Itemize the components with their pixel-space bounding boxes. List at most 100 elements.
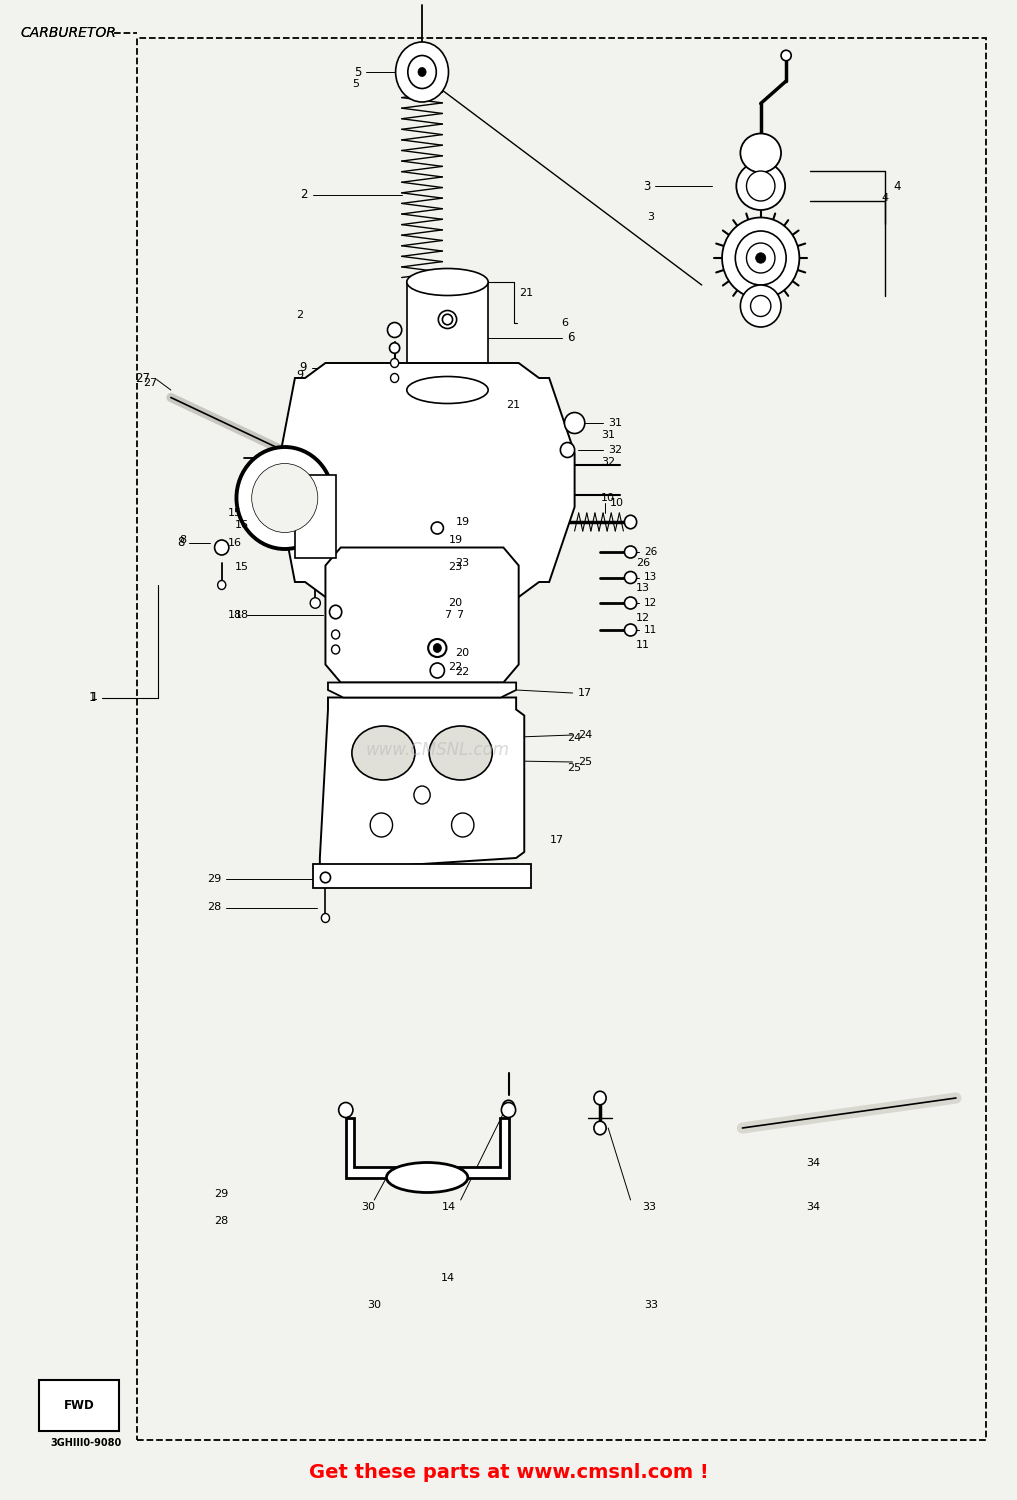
Ellipse shape xyxy=(452,813,474,837)
Text: Get these parts at www.cmsnl.com !: Get these parts at www.cmsnl.com ! xyxy=(308,1464,709,1482)
Ellipse shape xyxy=(781,51,791,60)
Text: 26: 26 xyxy=(636,558,650,567)
Ellipse shape xyxy=(332,630,340,639)
Text: 6: 6 xyxy=(567,332,575,344)
Text: 32: 32 xyxy=(601,458,615,466)
Text: 16: 16 xyxy=(235,520,249,530)
Text: 2: 2 xyxy=(296,310,304,320)
Ellipse shape xyxy=(339,1102,353,1118)
Ellipse shape xyxy=(751,296,771,316)
Text: 17: 17 xyxy=(550,836,564,844)
Ellipse shape xyxy=(237,447,334,549)
Ellipse shape xyxy=(330,604,342,618)
Text: CARBURETOR: CARBURETOR xyxy=(20,26,116,40)
Text: 12: 12 xyxy=(644,598,657,608)
Ellipse shape xyxy=(310,597,320,609)
Text: 33: 33 xyxy=(644,1300,658,1310)
Ellipse shape xyxy=(320,873,331,882)
Ellipse shape xyxy=(418,68,426,76)
Text: 20: 20 xyxy=(448,598,463,608)
Text: 11: 11 xyxy=(644,626,657,634)
Ellipse shape xyxy=(391,374,399,382)
Text: 24: 24 xyxy=(578,730,592,740)
Ellipse shape xyxy=(396,42,448,102)
Ellipse shape xyxy=(428,639,446,657)
Text: FWD: FWD xyxy=(63,1400,95,1411)
Text: 13: 13 xyxy=(636,584,650,592)
Ellipse shape xyxy=(624,597,637,609)
Ellipse shape xyxy=(502,1101,515,1113)
Ellipse shape xyxy=(735,231,786,285)
Ellipse shape xyxy=(442,315,453,326)
Text: 21: 21 xyxy=(506,400,521,410)
Text: 14: 14 xyxy=(440,1274,455,1282)
Text: 15: 15 xyxy=(235,562,249,572)
Text: 10: 10 xyxy=(601,494,615,502)
Text: www.CMSNL.com: www.CMSNL.com xyxy=(365,741,510,759)
Text: 3: 3 xyxy=(644,180,651,192)
Ellipse shape xyxy=(740,134,781,172)
Ellipse shape xyxy=(414,786,430,804)
Text: 27: 27 xyxy=(143,378,158,387)
Ellipse shape xyxy=(624,516,637,530)
Ellipse shape xyxy=(746,171,775,201)
Text: 18: 18 xyxy=(235,610,249,620)
Ellipse shape xyxy=(431,522,443,534)
Text: 9: 9 xyxy=(300,362,307,374)
Text: 31: 31 xyxy=(608,419,622,428)
Ellipse shape xyxy=(740,285,781,327)
Text: 19: 19 xyxy=(456,518,470,526)
Polygon shape xyxy=(325,548,519,682)
Polygon shape xyxy=(319,698,525,870)
Text: 24: 24 xyxy=(567,734,582,742)
Text: 20: 20 xyxy=(456,648,470,657)
Text: 29: 29 xyxy=(207,874,222,884)
Ellipse shape xyxy=(564,413,585,434)
Text: 25: 25 xyxy=(578,758,592,766)
Text: 1: 1 xyxy=(89,692,97,703)
Text: 22: 22 xyxy=(456,668,470,676)
Ellipse shape xyxy=(408,56,436,88)
Text: 25: 25 xyxy=(567,764,582,772)
Ellipse shape xyxy=(594,1092,606,1104)
Text: CARBURETOR: CARBURETOR xyxy=(20,26,116,40)
Text: 23: 23 xyxy=(456,558,470,567)
Text: 29: 29 xyxy=(215,1190,229,1198)
Text: 17: 17 xyxy=(578,688,592,698)
Ellipse shape xyxy=(429,726,492,780)
Text: 1: 1 xyxy=(92,693,98,702)
Ellipse shape xyxy=(332,645,340,654)
Ellipse shape xyxy=(560,442,575,458)
Text: 23: 23 xyxy=(448,562,463,572)
Ellipse shape xyxy=(594,1122,606,1134)
Text: 13: 13 xyxy=(644,573,657,582)
Polygon shape xyxy=(327,682,516,698)
Text: 33: 33 xyxy=(642,1203,656,1212)
Ellipse shape xyxy=(391,358,399,368)
Text: 10: 10 xyxy=(610,498,624,507)
Text: 7: 7 xyxy=(443,610,452,620)
Text: 12: 12 xyxy=(636,614,650,622)
FancyBboxPatch shape xyxy=(39,1380,119,1431)
Text: 8: 8 xyxy=(179,536,187,544)
Text: 27: 27 xyxy=(135,372,151,384)
Text: 22: 22 xyxy=(448,663,463,672)
Ellipse shape xyxy=(321,914,330,922)
Ellipse shape xyxy=(390,344,400,354)
Ellipse shape xyxy=(501,1102,516,1118)
Text: 30: 30 xyxy=(361,1203,375,1212)
Bar xyxy=(137,38,986,1440)
Bar xyxy=(313,864,531,888)
Text: 21: 21 xyxy=(519,288,533,297)
Ellipse shape xyxy=(252,464,318,532)
Text: 5: 5 xyxy=(353,80,359,88)
Text: 5: 5 xyxy=(354,66,361,78)
Ellipse shape xyxy=(756,252,766,264)
Text: 2: 2 xyxy=(300,189,307,201)
Ellipse shape xyxy=(370,813,393,837)
Text: 28: 28 xyxy=(207,903,222,912)
Ellipse shape xyxy=(387,322,402,338)
Text: 30: 30 xyxy=(367,1300,381,1310)
Ellipse shape xyxy=(624,624,637,636)
Ellipse shape xyxy=(433,644,441,652)
